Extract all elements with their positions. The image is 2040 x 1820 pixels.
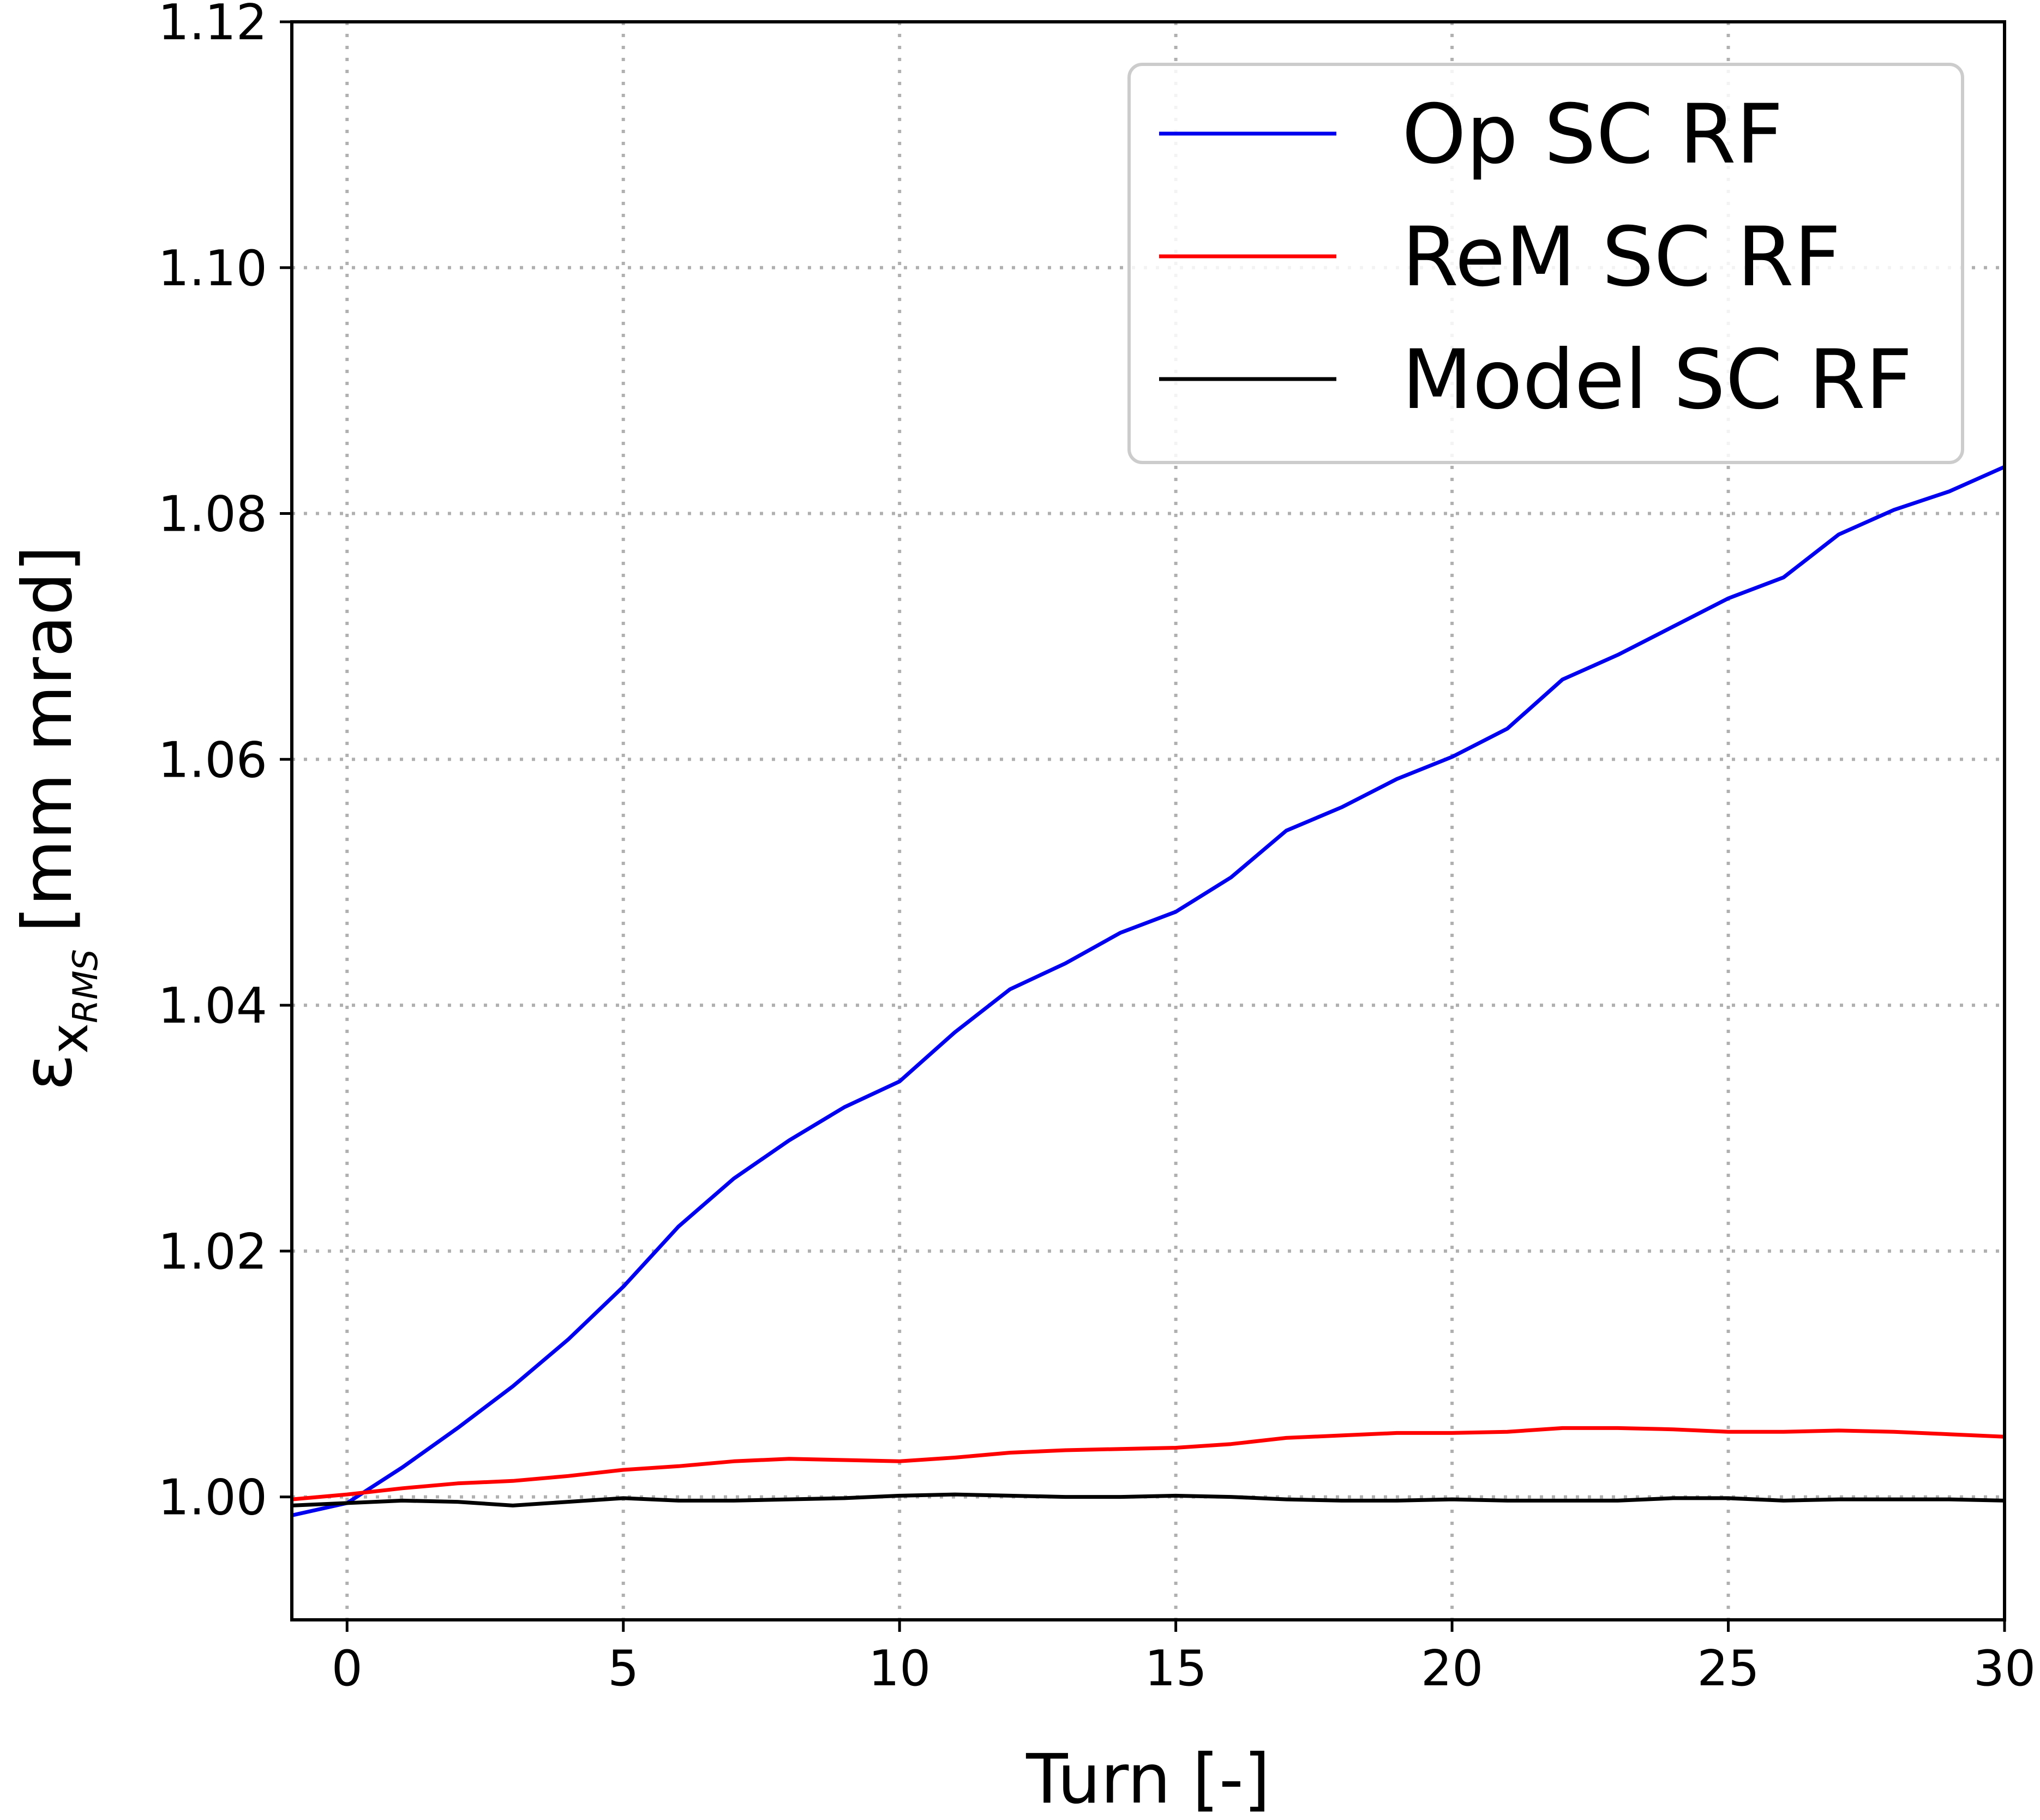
x-tick-label: 0 bbox=[332, 1640, 363, 1697]
axis-ticks: 0 5 10 15 20 25 30 1.00 1.02 1.04 1.06 1.08 1.10 1.12 bbox=[158, 0, 2036, 1697]
series-line-2 bbox=[291, 1492, 2005, 1507]
y-tick-label: 1.02 bbox=[158, 1223, 267, 1281]
y-axis-title-subsubscript: RMS bbox=[65, 949, 105, 1023]
series-lines bbox=[291, 465, 2006, 1517]
x-tick-label: 25 bbox=[1697, 1640, 1760, 1697]
x-tick-label: 15 bbox=[1144, 1640, 1207, 1697]
x-tick-label: 20 bbox=[1421, 1640, 1484, 1697]
y-tick-label: 1.12 bbox=[158, 0, 267, 51]
x-tick-label: 30 bbox=[1973, 1640, 2036, 1697]
y-tick-label: 1.08 bbox=[158, 486, 267, 543]
x-tick-label: 5 bbox=[608, 1640, 639, 1697]
y-axis-title-subscript: x bbox=[40, 1023, 100, 1054]
series-line-1 bbox=[291, 1426, 2005, 1501]
y-tick-label: 1.10 bbox=[158, 240, 267, 297]
y-axis-title: εxRMS [mm mrad] bbox=[8, 545, 105, 1091]
legend-frame bbox=[1127, 63, 1964, 464]
y-tick-label: 1.06 bbox=[158, 731, 267, 789]
legend-label-1: ReM SC RF bbox=[1402, 210, 1841, 305]
plot-frame bbox=[290, 20, 2006, 1621]
legend-label-2: Model SC RF bbox=[1402, 333, 1912, 428]
legend-label-0: Op SC RF bbox=[1402, 87, 1783, 182]
y-axis-title-unit: [mm mrad] bbox=[8, 545, 87, 933]
x-axis-title: Turn [-] bbox=[1025, 1740, 1270, 1819]
y-tick-label: 1.04 bbox=[158, 977, 267, 1035]
series-line-0 bbox=[291, 465, 2006, 1517]
legend: Op SC RF ReM SC RF Model SC RF bbox=[1127, 63, 1964, 464]
y-tick-label: 1.00 bbox=[158, 1469, 267, 1527]
x-tick-label: 10 bbox=[868, 1640, 931, 1697]
y-axis-title-symbol: ε bbox=[8, 1054, 87, 1091]
